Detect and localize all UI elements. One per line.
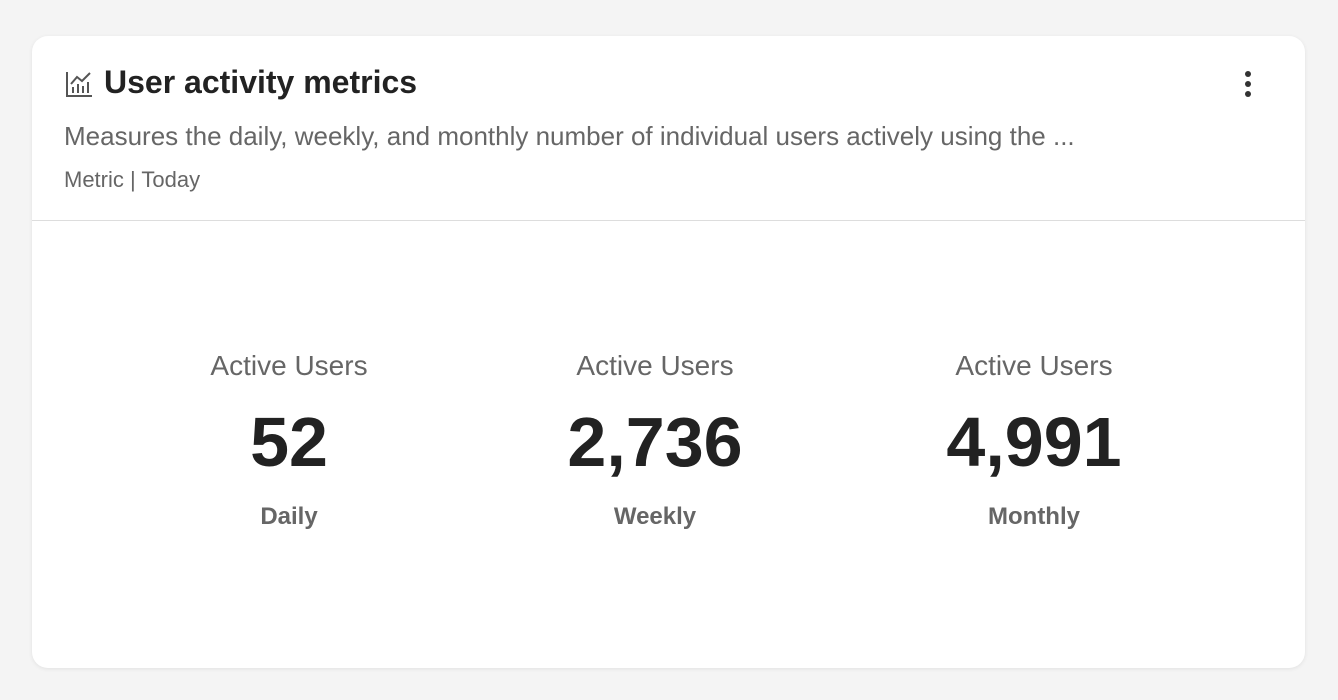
- metric: Active Users 52 Daily: [139, 348, 439, 532]
- metric-label: Active Users: [955, 350, 1113, 381]
- metric-card: User activity metrics Measures the daily…: [32, 36, 1305, 668]
- metric-period: Monthly: [988, 503, 1080, 530]
- chart-icon: [66, 72, 92, 97]
- metric: Active Users 2,736 Weekly: [505, 348, 805, 532]
- metric-label: Active Users: [576, 350, 734, 381]
- card-title: User activity metrics: [104, 64, 418, 100]
- metric-value: 4,991: [946, 403, 1122, 481]
- card-description: Measures the daily, weekly, and monthly …: [64, 121, 1075, 151]
- metric-label: Active Users: [210, 350, 368, 381]
- card-meta: Metric | Today: [64, 167, 201, 192]
- metric-period: Weekly: [613, 503, 697, 530]
- metric-value: 52: [250, 403, 328, 481]
- metric: Active Users 4,991 Monthly: [884, 348, 1184, 532]
- more-menu-button[interactable]: [1232, 66, 1264, 102]
- metric-period: Daily: [260, 503, 318, 530]
- divider: [32, 220, 1305, 221]
- metric-value: 2,736: [567, 403, 743, 481]
